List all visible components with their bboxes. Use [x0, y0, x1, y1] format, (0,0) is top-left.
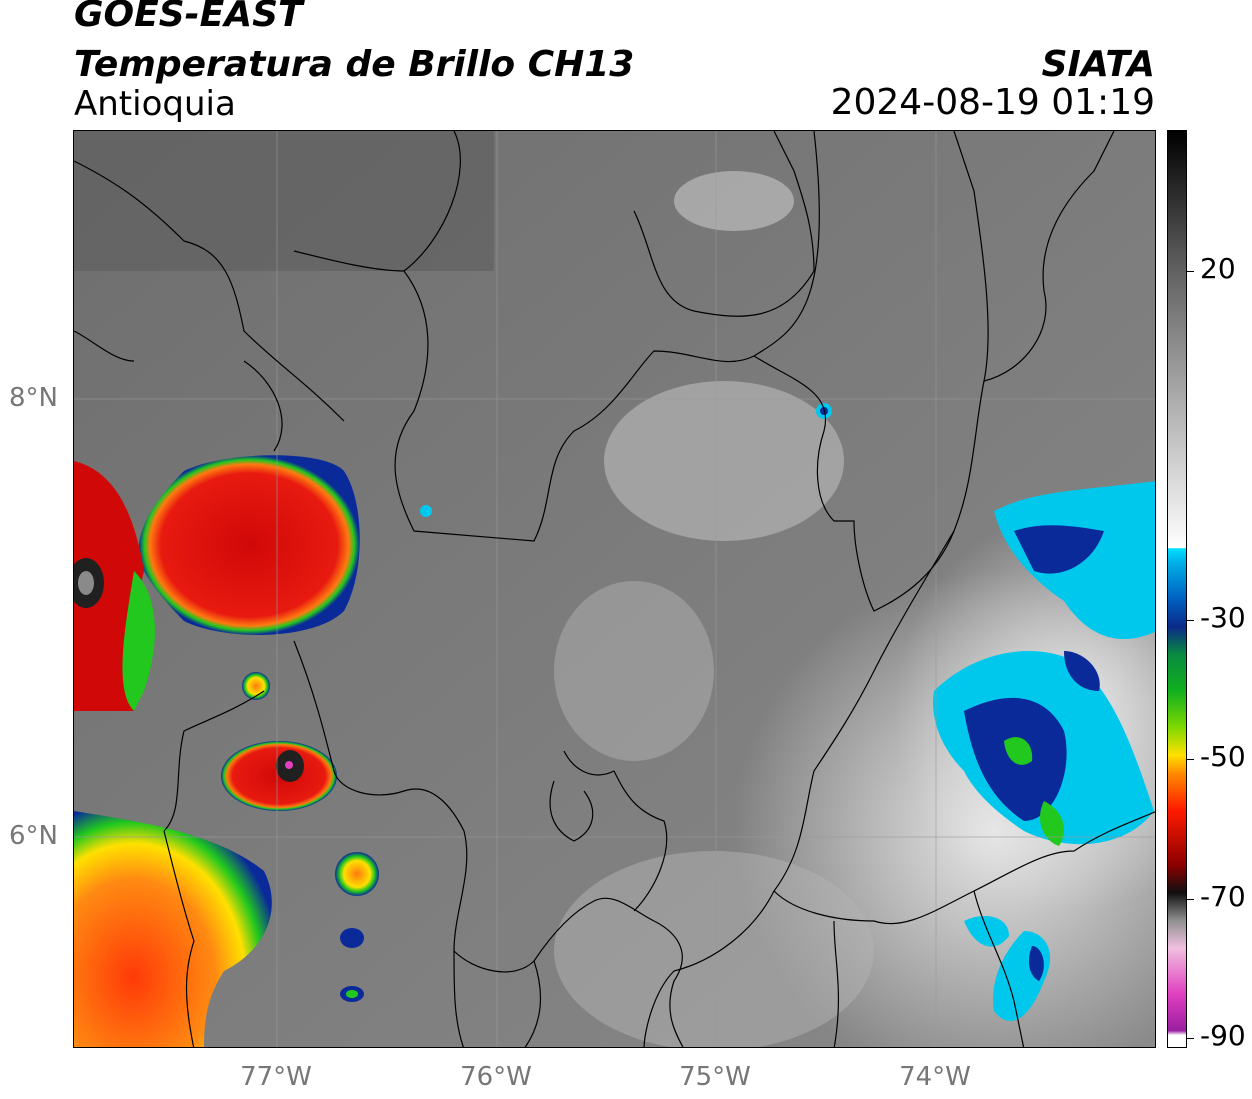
product-title: Temperatura de Brillo CH13 — [74, 44, 635, 85]
cold-cloud-core-west — [138, 455, 360, 635]
borders — [74, 131, 1155, 1047]
lon-tick-76w: 76°W — [460, 1062, 532, 1092]
lon-tick-74w: 74°W — [899, 1062, 971, 1092]
storm-cell-center — [221, 741, 337, 811]
organization-name: SIATA — [1041, 44, 1155, 85]
satellite-map — [73, 130, 1156, 1048]
colorbar — [1167, 130, 1187, 1048]
colorbar-label-minus50: -50 — [1200, 740, 1246, 773]
colorbar-gradient — [1168, 131, 1186, 1047]
graticule — [74, 131, 1155, 1047]
colorbar-label-minus70: -70 — [1200, 880, 1246, 913]
lat-tick-8n: 8°N — [9, 383, 58, 413]
cold-cloud-southwest — [74, 811, 272, 1047]
lon-tick-75w: 75°W — [679, 1062, 751, 1092]
region-name: Antioquia — [74, 84, 236, 124]
timestamp: 2024-08-19 01:19 — [830, 82, 1155, 123]
lat-tick-6n: 6°N — [9, 821, 58, 851]
colorbar-label-minus90: -90 — [1200, 1019, 1246, 1052]
map-canvas — [74, 131, 1155, 1047]
satellite-name: GOES-EAST — [74, 0, 303, 35]
colorbar-label-minus30: -30 — [1200, 601, 1246, 634]
lon-tick-77w: 77°W — [240, 1062, 312, 1092]
colorbar-label-20: 20 — [1200, 252, 1236, 285]
